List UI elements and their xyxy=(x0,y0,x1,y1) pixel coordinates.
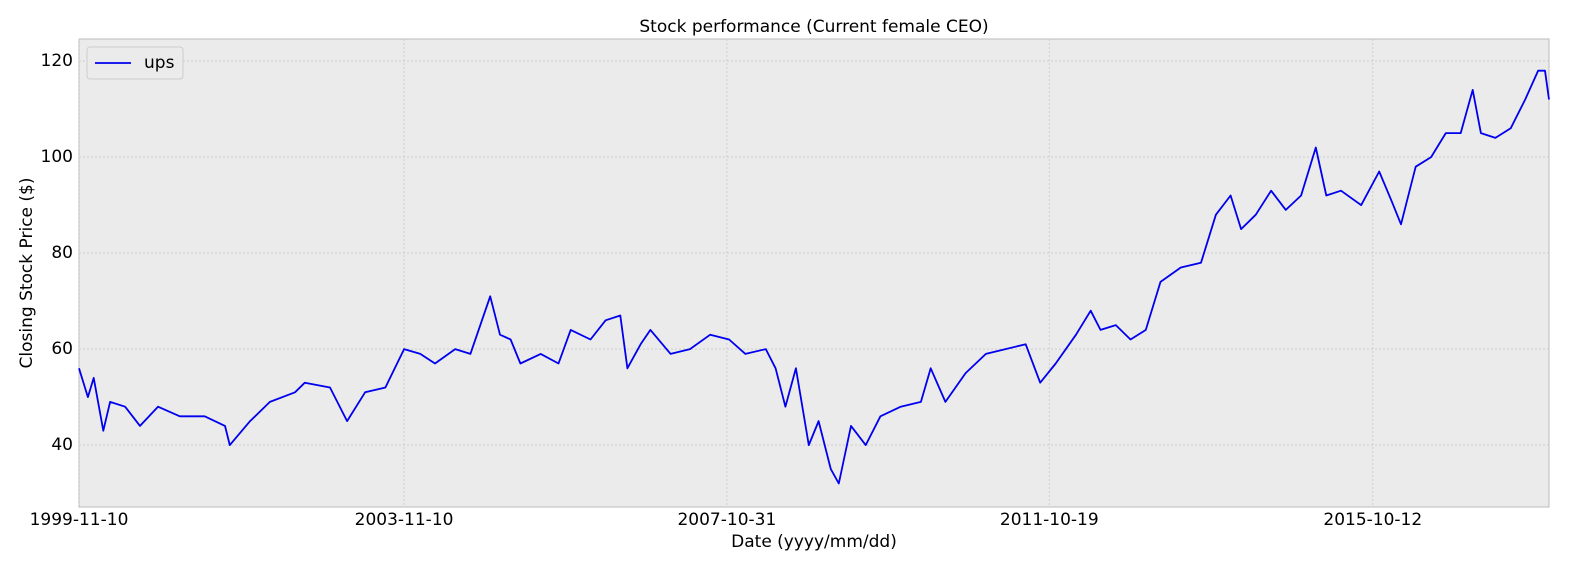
x-tick-label: 2007-10-31 xyxy=(677,510,776,530)
y-tick-label: 40 xyxy=(51,435,73,455)
y-tick-label: 120 xyxy=(41,51,73,71)
y-tick-label: 80 xyxy=(51,243,73,263)
y-tick-label: 60 xyxy=(51,339,73,359)
line-series xyxy=(78,69,1550,485)
legend-box xyxy=(86,46,184,80)
chart-title: Stock performance (Current female CEO) xyxy=(639,17,988,37)
x-tick-label: 2003-11-10 xyxy=(355,510,454,530)
x-tick-label: 1999-11-10 xyxy=(30,510,129,530)
y-axis-label: Closing Stock Price ($) xyxy=(17,178,37,369)
y-tick-label: 100 xyxy=(41,147,73,167)
plot-area xyxy=(78,38,1550,508)
x-tick-label: 2015-10-12 xyxy=(1323,510,1422,530)
x-tick-label: 2011-10-19 xyxy=(1000,510,1099,530)
legend-label: ups xyxy=(144,53,175,73)
x-axis-label: Date (yyyy/mm/dd) xyxy=(731,532,897,552)
